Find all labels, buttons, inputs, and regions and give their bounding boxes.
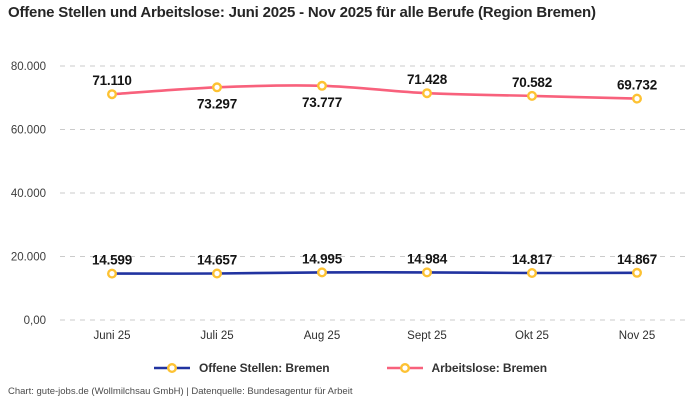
data-point-marker[interactable] xyxy=(422,267,433,278)
data-point-marker[interactable] xyxy=(527,268,538,279)
data-point-marker[interactable] xyxy=(317,267,328,278)
series-line xyxy=(110,84,639,100)
legend-series-marker-icon xyxy=(154,363,190,373)
data-point-label: 71.428 xyxy=(407,72,448,87)
legend-item: Arbeitslose: Bremen xyxy=(386,361,547,375)
data-point-label: 14.657 xyxy=(197,253,237,268)
line-chart: 0,00 20.000 40.000 60.000 80.000 Juni 25 Juli … xyxy=(11,61,688,342)
legend-label: Arbeitslose: Bremen xyxy=(431,361,548,375)
chart-legend: Offene Stellen: Bremen Arbeitslose: Breme… xyxy=(0,361,700,375)
chart-title: Offene Stellen und Arbeitslose: Juni 202… xyxy=(8,4,596,21)
data-point-label: 14.817 xyxy=(512,252,552,267)
legend-series-marker-icon xyxy=(386,363,423,373)
data-point-marker[interactable] xyxy=(422,88,433,99)
chart-footer: Chart: gute-jobs.de (Wollmilchsau GmbH) … xyxy=(8,386,353,397)
data-point-marker[interactable] xyxy=(632,93,643,104)
series-line xyxy=(110,270,639,275)
data-point-marker[interactable] xyxy=(317,80,328,91)
data-point-label: 73.777 xyxy=(302,95,342,110)
data-point-label: 14.599 xyxy=(92,253,132,268)
data-point-label: 14.984 xyxy=(407,251,448,266)
data-point-marker[interactable] xyxy=(106,89,117,100)
data-point-marker[interactable] xyxy=(527,90,538,101)
data-point-label: 14.995 xyxy=(302,251,343,266)
x-axis-label: Nov 25 xyxy=(619,330,655,342)
legend-label: Offene Stellen: Bremen xyxy=(199,361,330,375)
data-point-marker[interactable] xyxy=(106,268,117,279)
x-axis-label: Juli 25 xyxy=(200,330,233,342)
y-axis-tick: 80.000 xyxy=(11,61,46,73)
data-point-label: 73.297 xyxy=(197,96,237,111)
x-axis-label: Juni 25 xyxy=(93,330,130,342)
y-axis-tick: 0,00 xyxy=(24,315,46,327)
y-axis-tick: 20.000 xyxy=(11,252,46,264)
x-axis-label: Sept 25 xyxy=(407,330,447,342)
data-point-label: 71.110 xyxy=(92,73,131,88)
data-point-marker[interactable] xyxy=(211,82,222,93)
data-point-marker[interactable] xyxy=(211,268,222,279)
data-point-label: 14.867 xyxy=(617,252,657,267)
y-axis-tick: 60.000 xyxy=(11,125,46,137)
data-point-label: 69.732 xyxy=(617,78,657,93)
y-axis-tick: 40.000 xyxy=(11,188,46,200)
legend-item: Offene Stellen: Bremen xyxy=(153,361,330,375)
x-axis-label: Okt 25 xyxy=(515,330,549,342)
data-point-label: 70.582 xyxy=(512,75,552,90)
data-point-marker[interactable] xyxy=(632,267,643,278)
x-axis-label: Aug 25 xyxy=(304,330,340,342)
